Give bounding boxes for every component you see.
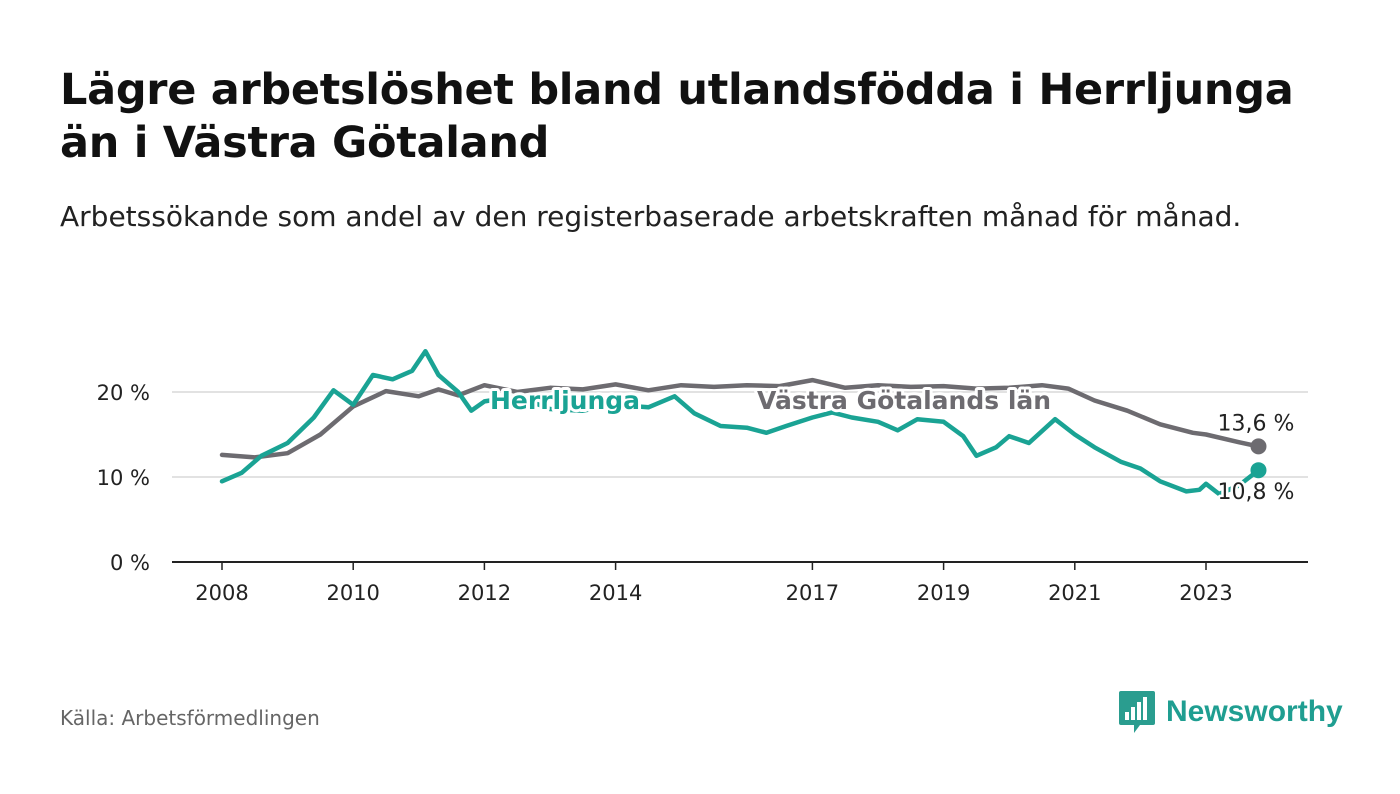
x-tick-label: 2017 <box>786 581 839 605</box>
newsworthy-logo-icon <box>1119 691 1155 733</box>
source-note: Källa: Arbetsförmedlingen <box>60 706 320 730</box>
x-tick-label: 2019 <box>917 581 970 605</box>
end-point-herrljunga <box>1250 462 1267 479</box>
series-line-herrljunga <box>219 348 1261 497</box>
brand-logo: Newsworthy <box>1118 690 1343 734</box>
end-point-vastra-gotaland <box>1250 438 1267 455</box>
y-tick-label: 10 % <box>97 466 150 490</box>
x-tick-label: 2008 <box>195 581 248 605</box>
x-tick-label: 2012 <box>458 581 511 605</box>
series-line-vastra-gotaland <box>219 377 1261 460</box>
chart-subtitle: Arbetssökande som andel av den registerb… <box>60 200 1242 233</box>
x-tick-label: 2023 <box>1179 581 1232 605</box>
chart-title: Lägre arbetslöshet bland utlandsfödda i … <box>60 65 1294 168</box>
x-tick-label: 2021 <box>1048 581 1101 605</box>
series-label-herrljunga: Herrljunga <box>490 386 640 415</box>
end-label-herrljunga: 10,8 % <box>1218 480 1295 505</box>
y-tick-label: 20 % <box>97 381 150 405</box>
brand-name: Newsworthy <box>1166 695 1343 728</box>
line-chart: 0 % 10 % 20 % 2008 2010 2012 2014 2017 2019 2021 2… <box>97 348 1308 605</box>
y-tick-label: 0 % <box>110 551 150 575</box>
series-label-vastra-gotaland: Västra Götalands län <box>757 386 1051 415</box>
x-tick-label: 2014 <box>589 581 642 605</box>
x-tick-label: 2010 <box>326 581 379 605</box>
end-label-vastra-gotaland: 13,6 % <box>1218 411 1295 436</box>
